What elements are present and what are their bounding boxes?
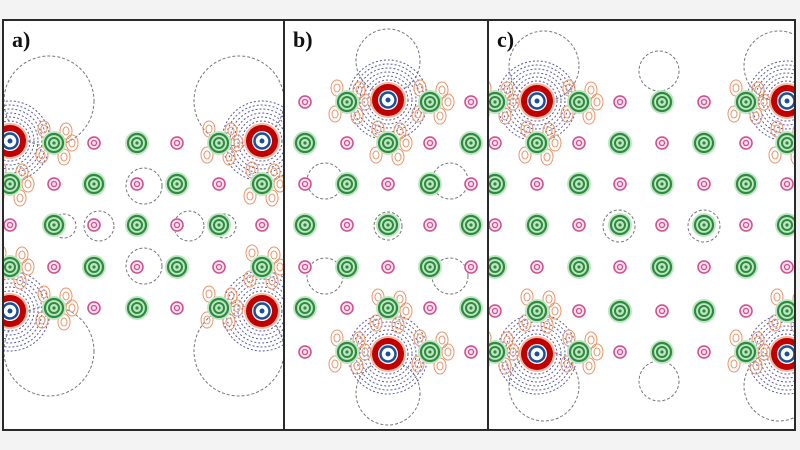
pink-atom	[87, 218, 101, 232]
pink-atom	[298, 260, 312, 274]
pink-atom	[489, 304, 502, 318]
pink-atom	[530, 260, 544, 274]
contour-plot-a	[4, 55, 283, 397]
pink-atom	[655, 218, 669, 232]
panel-label-c: c)	[497, 27, 515, 52]
pink-atom	[423, 218, 437, 232]
pink-atom	[697, 177, 711, 191]
pink-atom	[613, 345, 627, 359]
pink-atom	[697, 260, 711, 274]
pink-atom	[489, 218, 502, 232]
pink-atom	[298, 345, 312, 359]
pink-atom	[423, 136, 437, 150]
pink-atom	[170, 301, 184, 315]
pink-atom	[87, 136, 101, 150]
pink-atom	[697, 95, 711, 109]
pink-atom	[464, 95, 478, 109]
pink-atom	[212, 260, 226, 274]
panel-a: a)	[2, 19, 285, 431]
panel-label-a: a)	[12, 27, 31, 52]
pink-atom	[340, 301, 354, 315]
pink-atom	[381, 260, 395, 274]
pink-atom	[739, 218, 753, 232]
pink-atom	[423, 301, 437, 315]
pink-atom	[780, 260, 794, 274]
pink-atom	[572, 218, 586, 232]
pink-atom	[489, 136, 502, 150]
pink-atom	[340, 218, 354, 232]
pink-atom	[47, 260, 61, 274]
panel-label-b: b)	[293, 27, 313, 52]
pink-atom	[613, 95, 627, 109]
pink-atom	[697, 345, 711, 359]
pink-atom	[47, 177, 61, 191]
pink-atom	[340, 136, 354, 150]
pink-atom	[780, 177, 794, 191]
pink-atom	[298, 95, 312, 109]
pink-atom	[739, 136, 753, 150]
contour-plot-c	[489, 30, 794, 422]
pink-atom	[298, 177, 312, 191]
pink-atom	[464, 345, 478, 359]
pink-atom	[530, 177, 544, 191]
pink-atom	[613, 260, 627, 274]
pink-atom	[655, 304, 669, 318]
panel-b: b)	[283, 19, 489, 431]
pink-atom	[170, 136, 184, 150]
pink-atom	[464, 177, 478, 191]
pink-atom	[255, 218, 269, 232]
pink-atom	[739, 304, 753, 318]
pink-atom	[212, 177, 226, 191]
pink-atom	[381, 177, 395, 191]
pink-atom	[464, 260, 478, 274]
panel-c: c)	[487, 19, 796, 431]
contour-plot-b	[293, 28, 483, 426]
pink-atom	[4, 218, 17, 232]
pink-atom	[170, 218, 184, 232]
pink-atom	[130, 177, 144, 191]
pink-atom	[655, 136, 669, 150]
pink-atom	[130, 260, 144, 274]
pink-atom	[572, 136, 586, 150]
pink-atom	[87, 301, 101, 315]
pink-atom	[613, 177, 627, 191]
pink-atom	[572, 304, 586, 318]
